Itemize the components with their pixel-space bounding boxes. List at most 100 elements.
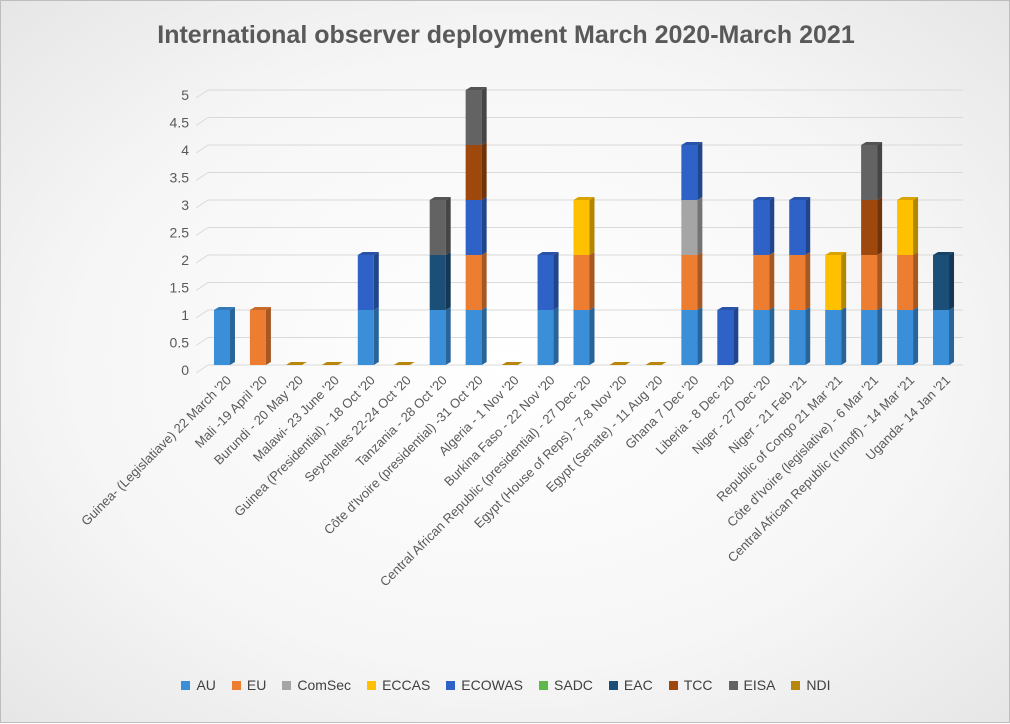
legend-item: ECOWAS <box>446 677 523 693</box>
bar-top <box>537 252 559 255</box>
chart-title: International observer deployment March … <box>157 21 855 49</box>
legend-item: TCC <box>668 677 713 693</box>
bar-segment-side <box>697 307 703 365</box>
bar-segment <box>429 255 446 310</box>
bar-segment-side <box>589 197 595 255</box>
bar-top <box>897 197 919 200</box>
bar-zero-marker <box>609 362 631 365</box>
legend-swatch <box>608 680 618 690</box>
bar-segment <box>753 255 770 310</box>
bar-segment-side <box>805 197 811 255</box>
bar-top <box>573 197 595 200</box>
legend-label: TCC <box>683 677 713 693</box>
bar-segment <box>717 310 734 365</box>
bar-segment-side <box>481 197 487 255</box>
bar-segment-side <box>589 307 595 365</box>
bar-top <box>357 252 379 255</box>
bar-zero-marker <box>321 362 343 365</box>
bar-top <box>429 197 451 200</box>
bar-segment-side <box>697 142 703 200</box>
legend-item: EU <box>231 677 266 693</box>
legend-swatch <box>539 680 549 690</box>
bar-segment-side <box>265 307 271 365</box>
bar-segment <box>465 255 482 310</box>
bar-segment <box>213 310 230 365</box>
bar-segment-side <box>877 197 883 255</box>
bar-segment-side <box>841 252 847 310</box>
legend-swatch <box>668 680 678 690</box>
bar-segment-side <box>877 307 883 365</box>
bar-segment-side <box>373 307 379 365</box>
bar-segment-side <box>445 252 451 310</box>
bar-segment-side <box>949 307 955 365</box>
bar-top <box>753 197 775 200</box>
legend-item: ECCAS <box>367 677 430 693</box>
bar-segment <box>753 310 770 365</box>
bar-segment <box>861 255 878 310</box>
bar-segment-side <box>481 307 487 365</box>
bar-segment <box>897 255 914 310</box>
bar-segment <box>537 310 554 365</box>
gridline-depth <box>195 89 209 99</box>
legend-label: NDI <box>806 677 831 693</box>
legend-item: ComSec <box>282 677 351 693</box>
gridline-depth <box>195 144 209 154</box>
x-tick-label: Guinea- (Legislatiave) 22 March '20 <box>78 373 234 529</box>
bar-segment <box>789 200 806 255</box>
legend-swatch <box>446 680 456 690</box>
legend-label: SADC <box>554 677 593 693</box>
y-tick-label: 4 <box>181 142 189 158</box>
bar-segment-side <box>949 252 955 310</box>
bar-segment <box>573 200 590 255</box>
gridline-depth <box>195 199 209 209</box>
bar-segment <box>861 200 878 255</box>
bar-segment-side <box>769 197 775 255</box>
bar-segment-side <box>553 252 559 310</box>
bar-segment-side <box>589 252 595 310</box>
y-tick-label: 5 <box>181 87 189 103</box>
y-tick-label: 3.5 <box>170 170 190 186</box>
bar-segment <box>897 200 914 255</box>
bar-segment-side <box>445 197 451 255</box>
legend-label: ECOWAS <box>461 677 524 693</box>
legend-item: EAC <box>608 677 653 693</box>
chart-legend: AU EU ComSec ECCAS ECOWAS SADC EAC TCC EISA NDI <box>1 677 1010 693</box>
bar-segment <box>573 310 590 365</box>
bar-segment <box>933 255 950 310</box>
gridline-depth <box>195 309 209 319</box>
bar-segment-side <box>877 252 883 310</box>
gridline-depth <box>195 282 209 291</box>
bar-segment-side <box>877 142 883 200</box>
bar-zero-marker <box>501 362 523 365</box>
bar-segment-side <box>913 197 919 255</box>
bar-top <box>825 252 847 255</box>
bar-segment <box>537 255 554 310</box>
bar-segment-side <box>481 142 487 200</box>
y-tick-label: 3 <box>181 197 189 213</box>
legend-swatch <box>728 680 738 690</box>
bar-top <box>465 87 487 90</box>
bar-segment-side <box>913 307 919 365</box>
bar-segment-side <box>481 87 487 145</box>
bar-segment <box>573 255 590 310</box>
legend-swatch <box>791 680 801 690</box>
bar-segment <box>825 255 842 310</box>
bar-segment-side <box>805 252 811 310</box>
legend-label: EISA <box>743 677 776 693</box>
bar-segment <box>465 200 482 255</box>
legend-item: EISA <box>728 677 776 693</box>
y-tick-label: 2 <box>181 252 189 268</box>
bar-segment <box>429 310 446 365</box>
bar-segment <box>357 310 374 365</box>
bar-segment-side <box>697 252 703 310</box>
bar-segment <box>429 200 446 255</box>
legend-swatch <box>367 680 377 690</box>
gridline-depth <box>195 254 209 264</box>
bar-segment <box>933 310 950 365</box>
legend-label: ComSec <box>297 677 352 693</box>
bar-segment <box>789 255 806 310</box>
bar-segment <box>753 200 770 255</box>
bar-segment <box>681 310 698 365</box>
y-tick-label: 4.5 <box>170 115 190 131</box>
y-tick-label: 0 <box>181 362 189 378</box>
